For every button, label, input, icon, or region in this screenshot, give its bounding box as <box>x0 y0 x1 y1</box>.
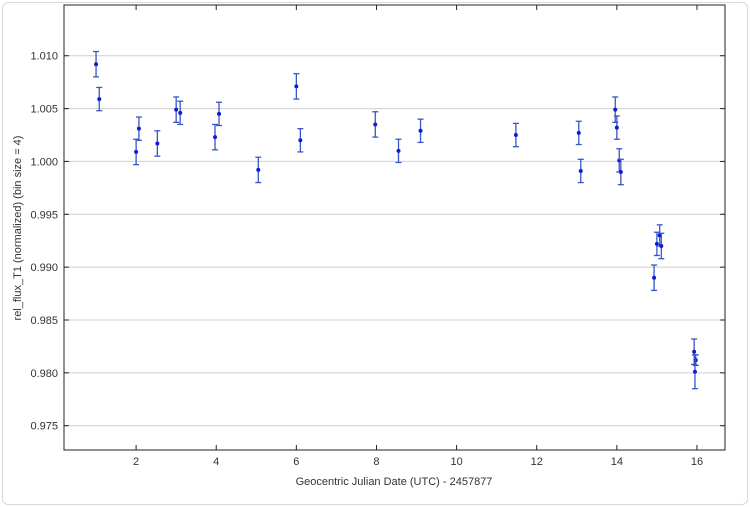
point-marker <box>576 130 581 135</box>
point-marker <box>613 107 618 112</box>
y-axis-label: rel_flux_T1 (normalized) (bin size = 4) <box>12 136 24 321</box>
data-point <box>617 158 624 186</box>
data-point <box>135 116 142 141</box>
point-marker <box>97 97 102 102</box>
data-point <box>212 123 219 151</box>
x-tick-label: 8 <box>373 456 379 468</box>
point-marker <box>174 107 179 112</box>
data-point <box>417 118 424 144</box>
point-marker <box>373 122 378 127</box>
x-tick-label: 6 <box>293 456 299 468</box>
point-marker <box>298 138 303 143</box>
x-axis-label: Geocentric Julian Date (UTC) - 2457877 <box>296 476 493 488</box>
x-tick-label: 4 <box>213 456 219 468</box>
point-marker <box>294 84 299 89</box>
data-point <box>575 120 582 146</box>
data-point <box>154 130 161 157</box>
x-tick-label: 10 <box>450 456 462 468</box>
data-point <box>293 73 300 100</box>
y-tick-label: 0.995 <box>30 209 58 221</box>
y-tick-label: 0.980 <box>30 368 58 380</box>
point-marker <box>654 241 659 246</box>
data-point <box>216 101 223 127</box>
point-marker <box>618 170 623 175</box>
data-point <box>96 86 103 112</box>
x-tick-label: 12 <box>531 456 543 468</box>
data-point <box>577 158 584 184</box>
y-tick-label: 1.010 <box>30 51 58 63</box>
data-point <box>651 264 658 292</box>
y-tick-label: 1.005 <box>30 104 58 116</box>
x-tick-label: 2 <box>133 456 139 468</box>
point-marker <box>513 133 518 138</box>
point-marker <box>94 62 99 67</box>
point-marker <box>692 349 697 354</box>
point-marker <box>217 111 222 116</box>
data-point <box>173 96 180 123</box>
x-tick-label: 16 <box>691 456 703 468</box>
point-marker <box>396 148 401 153</box>
point-marker <box>418 128 423 133</box>
point-marker <box>136 126 141 131</box>
data-point <box>512 122 519 148</box>
data-point <box>653 231 660 257</box>
data-point <box>395 138 402 164</box>
gridlines <box>64 55 725 427</box>
point-marker <box>256 167 261 172</box>
point-marker <box>178 110 183 115</box>
y-tick-label: 1.000 <box>30 156 58 168</box>
axis-ticks: 0.975 0.980 0.985 0.990 0.995 1.000 1.005 1.010… <box>30 5 725 468</box>
point-marker <box>614 125 619 130</box>
data-point <box>658 232 665 260</box>
data-point <box>691 354 698 390</box>
data-point <box>133 138 140 166</box>
point-marker <box>578 168 583 173</box>
point-marker <box>213 135 218 140</box>
point-marker <box>134 149 139 154</box>
point-marker <box>155 141 160 146</box>
y-tick-label: 0.990 <box>30 262 58 274</box>
point-marker <box>659 243 664 248</box>
data-point <box>93 50 100 78</box>
data-point <box>297 128 304 153</box>
plot-area-border <box>63 4 726 451</box>
data-point <box>177 100 184 126</box>
y-tick-label: 0.975 <box>30 421 58 433</box>
data-point <box>613 115 620 140</box>
data-point <box>372 111 379 138</box>
data-points <box>93 50 699 390</box>
data-point <box>255 156 262 184</box>
point-marker <box>652 275 657 280</box>
x-tick-label: 14 <box>611 456 623 468</box>
y-tick-label: 0.985 <box>30 315 58 327</box>
point-marker <box>692 369 697 374</box>
